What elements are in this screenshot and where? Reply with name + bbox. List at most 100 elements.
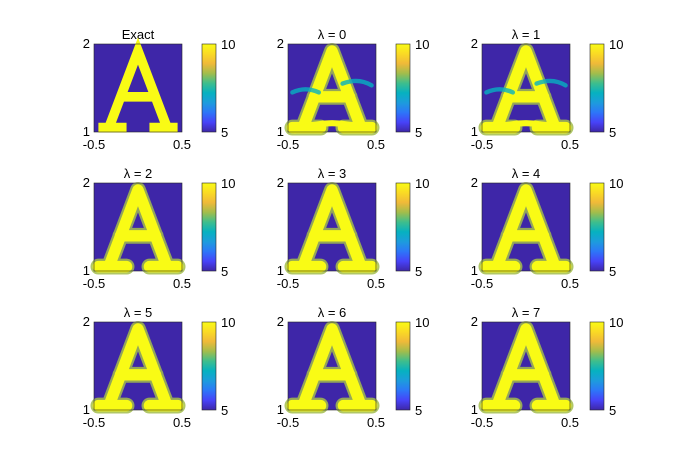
- axes-frame: [93, 43, 183, 133]
- subplot-4: λ = 3 1 2 -0.5 0.5 5 10: [277, 166, 430, 291]
- colorbar-tick-label: 10: [221, 315, 235, 330]
- axes-frame: [287, 43, 377, 133]
- artifact-streaks: [484, 78, 568, 95]
- axes-frame: [481, 321, 571, 411]
- y-tick-label: 2: [277, 175, 284, 190]
- subplot-title: λ = 6: [318, 305, 347, 320]
- y-tick-label: 1: [471, 263, 478, 278]
- x-tick-label: -0.5: [83, 415, 105, 430]
- y-tick-label: 2: [83, 175, 90, 190]
- x-tick-label: 0.5: [561, 276, 579, 291]
- letter-a-mark: [98, 37, 178, 133]
- letter-a-mark: [480, 323, 572, 412]
- artifact-band: [291, 120, 373, 134]
- subplot-7: λ = 6 1 2 -0.5 0.5 5 10: [277, 305, 430, 430]
- colorbar-tick-label: 5: [415, 264, 422, 279]
- subplot-title: λ = 7: [512, 305, 541, 320]
- x-tick-label: 0.5: [173, 276, 191, 291]
- y-tick-label: 2: [471, 36, 478, 51]
- colorbar-tick-label: 5: [415, 403, 422, 418]
- colorbar-tick-label: 10: [609, 176, 623, 191]
- y-tick-label: 2: [471, 175, 478, 190]
- colorbar: [201, 182, 217, 272]
- colorbar-tick-label: 5: [609, 264, 616, 279]
- colorbar: [589, 182, 605, 272]
- subplot-3: λ = 2 1 2 -0.5 0.5 5 10: [83, 166, 236, 291]
- colorbar: [589, 43, 605, 133]
- subplot-0: Exact 1 2 -0.5 0.5 5 10: [83, 27, 236, 152]
- x-tick-label: -0.5: [471, 415, 493, 430]
- x-tick-label: 0.5: [367, 276, 385, 291]
- x-tick-label: 0.5: [561, 137, 579, 152]
- x-tick-label: -0.5: [277, 415, 299, 430]
- colorbar-tick-label: 10: [415, 37, 429, 52]
- y-tick-label: 1: [471, 402, 478, 417]
- x-tick-label: 0.5: [173, 415, 191, 430]
- colorbar-tick-label: 10: [221, 37, 235, 52]
- y-tick-label: 2: [277, 314, 284, 329]
- subplot-2: λ = 1 1 2 -0.5 0.5 5 10: [471, 27, 624, 152]
- y-tick-label: 1: [471, 124, 478, 139]
- x-tick-label: -0.5: [277, 137, 299, 152]
- y-tick-label: 2: [83, 36, 90, 51]
- colorbar-tick-label: 5: [221, 403, 228, 418]
- letter-a-mark: [286, 323, 378, 412]
- colorbar: [395, 43, 411, 133]
- letter-a-mark: [286, 184, 378, 273]
- x-tick-label: -0.5: [471, 137, 493, 152]
- x-tick-label: 0.5: [561, 415, 579, 430]
- axes-frame: [287, 321, 377, 411]
- x-tick-label: -0.5: [83, 276, 105, 291]
- colorbar: [395, 182, 411, 272]
- colorbar-tick-label: 5: [415, 125, 422, 140]
- artifact-streaks: [290, 78, 374, 95]
- colorbar: [201, 43, 217, 133]
- subplot-1: λ = 0 1 2 -0.5 0.5 5 10: [277, 27, 430, 152]
- x-tick-label: 0.5: [367, 415, 385, 430]
- artifact-band: [485, 120, 567, 134]
- y-tick-label: 1: [277, 124, 284, 139]
- colorbar-tick-label: 5: [221, 264, 228, 279]
- colorbar: [395, 321, 411, 411]
- y-tick-label: 1: [83, 263, 90, 278]
- x-tick-label: -0.5: [471, 276, 493, 291]
- subplot-title: λ = 5: [124, 305, 153, 320]
- y-tick-label: 2: [277, 36, 284, 51]
- subplot-title: λ = 3: [318, 166, 347, 181]
- letter-a-mark: [480, 184, 572, 273]
- colorbar-tick-label: 5: [221, 125, 228, 140]
- subplot-title: Exact: [122, 27, 155, 42]
- letter-a-mark: [92, 323, 184, 412]
- axes-frame: [287, 182, 377, 272]
- colorbar-tick-label: 10: [609, 315, 623, 330]
- colorbar: [201, 321, 217, 411]
- y-tick-label: 1: [277, 402, 284, 417]
- subplot-8: λ = 7 1 2 -0.5 0.5 5 10: [471, 305, 624, 430]
- subplot-6: λ = 5 1 2 -0.5 0.5 5 10: [83, 305, 236, 430]
- y-tick-label: 1: [277, 263, 284, 278]
- colorbar-tick-label: 5: [609, 125, 616, 140]
- x-tick-label: -0.5: [277, 276, 299, 291]
- colorbar-tick-label: 10: [609, 37, 623, 52]
- y-tick-label: 1: [83, 402, 90, 417]
- axes-frame: [93, 321, 183, 411]
- x-tick-label: -0.5: [83, 137, 105, 152]
- subplot-title: λ = 0: [318, 27, 347, 42]
- x-tick-label: 0.5: [173, 137, 191, 152]
- axes-frame: [481, 182, 571, 272]
- y-tick-label: 2: [471, 314, 478, 329]
- colorbar-tick-label: 10: [415, 315, 429, 330]
- letter-a-mark: [92, 184, 184, 273]
- axes-frame: [93, 182, 183, 272]
- colorbar-tick-label: 10: [415, 176, 429, 191]
- subplot-title: λ = 4: [512, 166, 541, 181]
- colorbar: [589, 321, 605, 411]
- subplot-5: λ = 4 1 2 -0.5 0.5 5 10: [471, 166, 624, 291]
- x-tick-label: 0.5: [367, 137, 385, 152]
- subplot-title: λ = 1: [512, 27, 541, 42]
- colorbar-tick-label: 10: [221, 176, 235, 191]
- subplot-title: λ = 2: [124, 166, 153, 181]
- y-tick-label: 2: [83, 314, 90, 329]
- y-tick-label: 1: [83, 124, 90, 139]
